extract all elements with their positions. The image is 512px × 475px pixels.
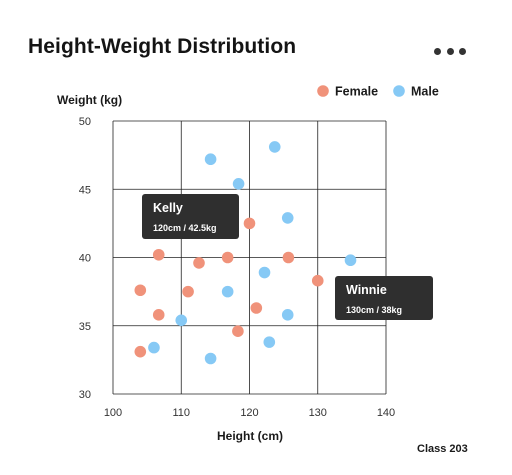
tooltip-box	[142, 194, 239, 239]
data-point-male[interactable]	[175, 314, 188, 327]
data-point-female[interactable]	[250, 302, 263, 314]
data-point-female[interactable]	[134, 284, 147, 297]
data-point-male[interactable]	[221, 285, 234, 298]
y-axis-label: Weight (kg)	[57, 93, 122, 107]
data-point-female[interactable]	[134, 345, 147, 358]
tooltip-detail: 130cm / 38kg	[346, 305, 402, 315]
menu-dot	[434, 47, 441, 55]
data-point-male[interactable]	[344, 254, 357, 267]
data-point-female[interactable]	[311, 274, 324, 287]
x-axis-label: Height (cm)	[217, 429, 283, 443]
data-point-female[interactable]	[221, 251, 234, 264]
y-tick-label: 30	[79, 389, 91, 401]
data-point-male[interactable]	[204, 153, 217, 166]
tooltip-winnie: Winnie 130cm / 38kg	[335, 276, 433, 320]
data-point-male[interactable]	[232, 177, 245, 190]
data-point-male[interactable]	[204, 352, 217, 365]
data-point-female[interactable]	[232, 325, 244, 338]
data-point-female[interactable]	[182, 285, 194, 298]
y-tick-label: 50	[79, 116, 91, 128]
menu-dot	[459, 47, 466, 55]
x-tick-label: 100	[104, 407, 122, 419]
page-title: Height-Weight Distribution	[28, 35, 297, 58]
data-point-male[interactable]	[281, 212, 294, 224]
legend-marker-male	[393, 85, 405, 97]
y-tick-label: 45	[79, 184, 91, 196]
data-point-male[interactable]	[148, 341, 160, 354]
data-point-female[interactable]	[193, 257, 205, 269]
tooltip-name: Kelly	[153, 201, 183, 215]
data-point-female[interactable]	[152, 309, 165, 321]
data-point-female[interactable]	[282, 251, 295, 264]
more-options-icon[interactable]	[434, 44, 466, 58]
annotations: Kelly 120cm / 42.5kg Winnie 130cm / 38kg	[142, 194, 433, 320]
data-points	[134, 141, 357, 365]
data-point-female[interactable]	[152, 248, 165, 261]
y-tick-label: 35	[79, 321, 91, 333]
tooltip-name: Winnie	[346, 283, 387, 297]
legend: Female Male	[317, 85, 439, 99]
data-point-female[interactable]	[243, 217, 256, 230]
x-tick-label: 120	[240, 407, 258, 419]
class-label: Class 203	[417, 443, 468, 455]
data-point-male[interactable]	[268, 141, 281, 153]
y-tick-label: 40	[79, 253, 91, 265]
x-tick-label: 130	[309, 407, 327, 419]
legend-label-male: Male	[411, 85, 439, 99]
data-point-male[interactable]	[281, 309, 294, 321]
x-tick-label: 110	[172, 407, 190, 419]
data-point-male[interactable]	[263, 336, 276, 348]
tooltip-box	[335, 276, 433, 320]
data-point-male[interactable]	[258, 266, 271, 279]
x-tick-label: 140	[377, 407, 395, 419]
legend-label-female: Female	[335, 85, 378, 99]
legend-marker-female	[317, 85, 329, 97]
axis-ticks: 100 110 120 130 140 30 35 40 45 50	[79, 116, 395, 419]
tooltip-detail: 120cm / 42.5kg	[153, 223, 217, 233]
menu-dot	[446, 47, 454, 55]
tooltip-kelly: Kelly 120cm / 42.5kg	[142, 194, 239, 239]
